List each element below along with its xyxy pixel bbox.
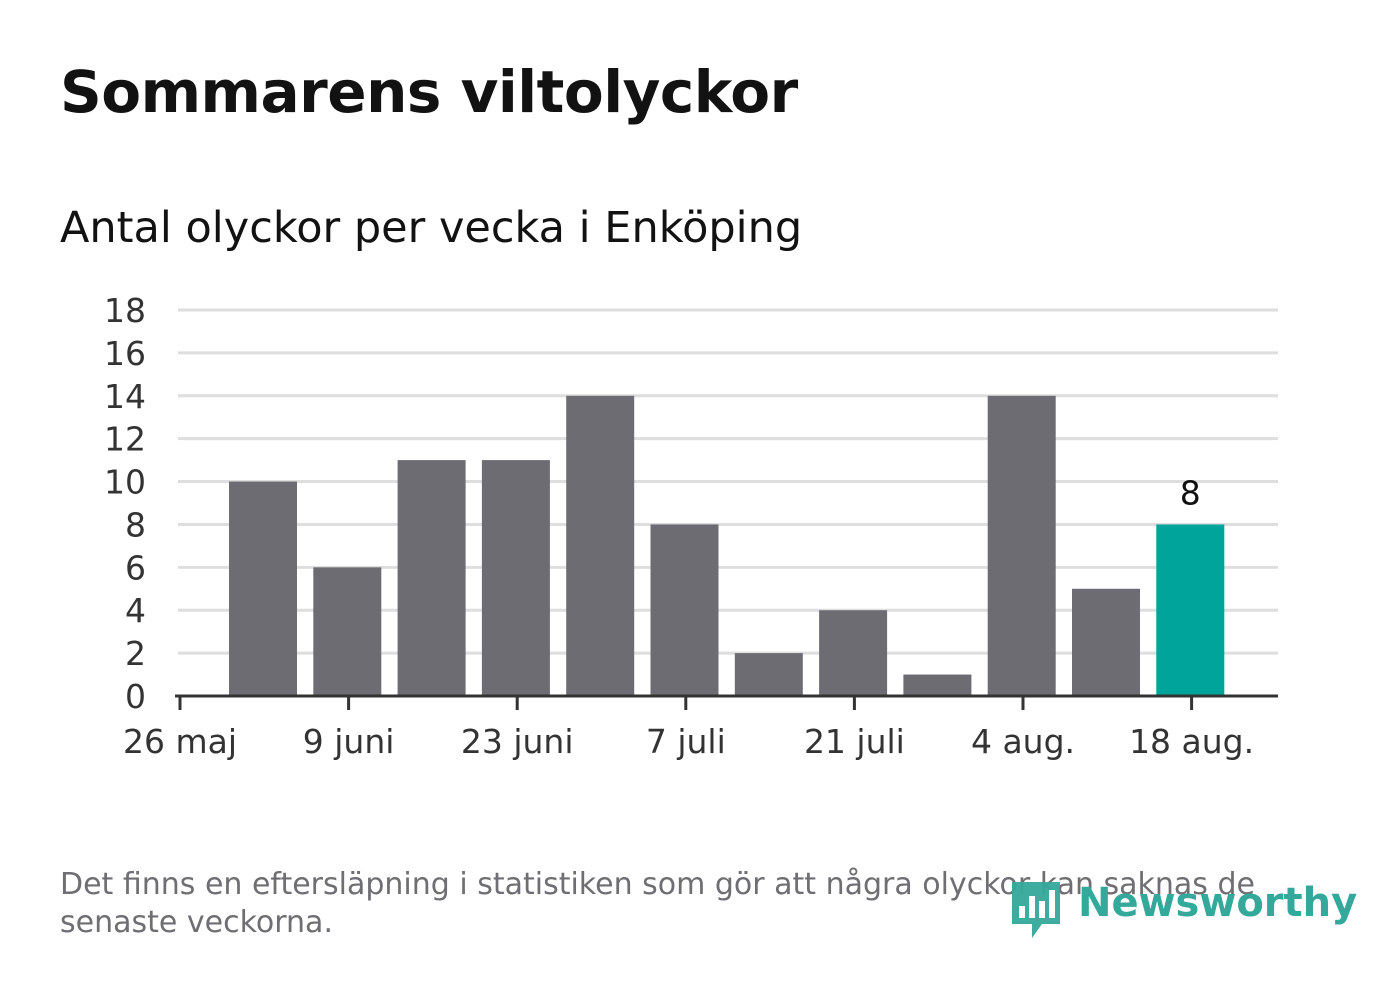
y-tick-label: 8 <box>125 505 146 544</box>
y-tick-label: 10 <box>104 463 146 502</box>
data-label: 8 <box>1180 473 1201 512</box>
y-tick-label: 2 <box>125 634 146 673</box>
newsworthy-logo: Newsworthy <box>1010 878 1357 942</box>
bar <box>650 524 719 696</box>
y-tick-label: 0 <box>125 677 146 716</box>
x-tick-label: 7 juli <box>646 722 726 761</box>
x-tick-label: 9 juni <box>303 722 395 761</box>
bar <box>903 674 972 696</box>
bar <box>819 610 888 696</box>
chart-title: Sommarens viltolyckor <box>60 58 798 126</box>
bar <box>397 460 466 696</box>
bar <box>229 481 297 696</box>
y-tick-label: 16 <box>104 334 146 373</box>
y-tick-label: 4 <box>125 591 146 630</box>
chart-subtitle: Antal olyckor per vecka i Enköping <box>60 203 803 253</box>
bar <box>987 395 1056 696</box>
bar <box>1072 588 1140 696</box>
x-tick-label: 26 maj <box>123 722 237 761</box>
y-tick-label: 14 <box>104 377 146 416</box>
y-tick-label: 12 <box>104 420 146 459</box>
logo-text: Newsworthy <box>1078 880 1358 926</box>
y-tick-label: 18 <box>104 291 146 330</box>
bar <box>734 653 803 696</box>
x-tick-label: 4 aug. <box>971 722 1075 761</box>
bar-highlight <box>1156 524 1225 696</box>
bar <box>313 567 382 696</box>
y-tick-label: 6 <box>125 548 146 587</box>
bar <box>566 395 635 696</box>
x-tick-label: 23 juni <box>461 722 574 761</box>
bar-chart-badge-icon <box>1012 882 1060 938</box>
x-tick-label: 21 juli <box>804 722 905 761</box>
bar <box>481 460 550 696</box>
x-tick-label: 18 aug. <box>1129 722 1254 761</box>
